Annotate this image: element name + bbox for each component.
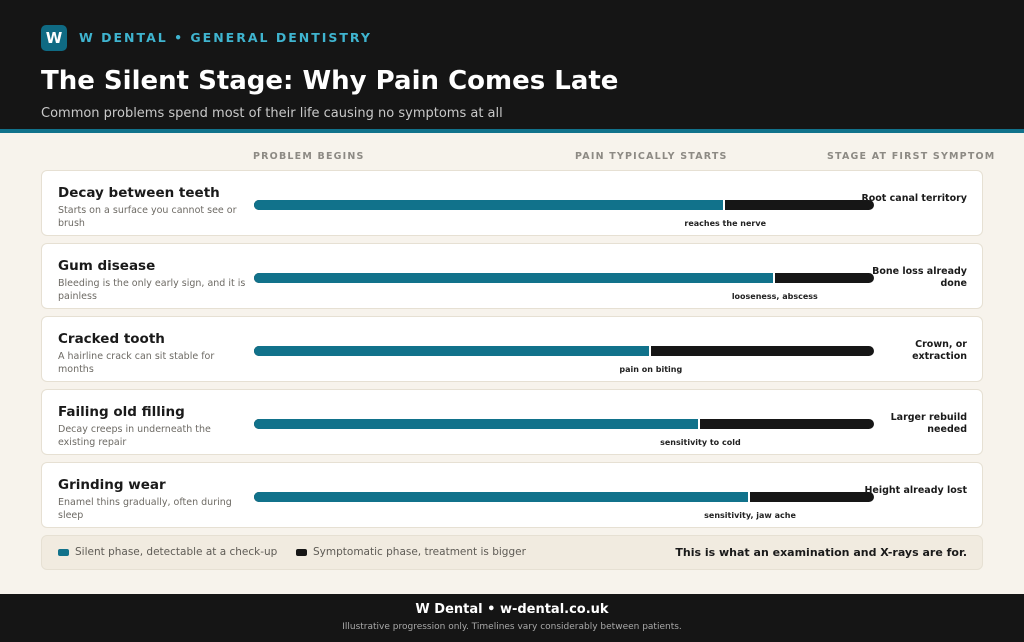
problem-row: Failing old filling Decay creeps in under… — [41, 389, 983, 455]
pain-onset-label: pain on biting — [619, 365, 683, 374]
column-header-stage: STAGE AT FIRST SYMPTOM — [827, 151, 996, 162]
problem-name: Cracked tooth — [58, 331, 165, 347]
pain-onset-label: looseness, abscess — [731, 292, 818, 301]
problem-description: A hairline crack can sit stable for mont… — [58, 351, 215, 375]
stage-at-first-symptom: Larger rebuild needed — [890, 412, 967, 435]
progression-bar — [254, 273, 874, 283]
progression-bar — [254, 492, 874, 502]
problem-description: Bleeding is the only early sign, and it … — [58, 278, 246, 302]
stage-at-first-symptom: Bone loss already done — [872, 266, 967, 289]
problem-row: Decay between teeth Starts on a surface y… — [41, 170, 983, 236]
silent-phase-fill — [254, 492, 750, 502]
progression-bar — [254, 346, 874, 356]
symptomatic-phase-swatch — [296, 549, 307, 556]
problem-row: Grinding wear Enamel thins gradually, oft… — [41, 462, 983, 528]
stage-at-first-symptom: Root canal territory — [861, 193, 967, 204]
problem-list: Decay between teeth Starts on a surface y… — [41, 170, 983, 535]
column-header-begin: PROBLEM BEGINS — [253, 151, 365, 162]
brand-logo: W — [41, 25, 67, 51]
problem-name: Decay between teeth — [58, 185, 220, 201]
problem-row: Gum disease Bleeding is the only early si… — [41, 243, 983, 309]
footer: W Dental • w-dental.co.uk Illustrative p… — [0, 594, 1024, 642]
footer-title: W Dental • w-dental.co.uk — [415, 602, 609, 617]
footer-note: Illustrative progression only. Timelines… — [342, 622, 682, 632]
silent-phase-fill — [254, 200, 726, 210]
problem-row: Cracked tooth A hairline crack can sit st… — [41, 316, 983, 382]
column-header-pain: PAIN TYPICALLY STARTS — [575, 151, 728, 162]
problem-description: Starts on a surface you cannot see or br… — [58, 205, 237, 229]
problem-name: Grinding wear — [58, 477, 166, 493]
problem-description: Enamel thins gradually, often during sle… — [58, 497, 232, 521]
brand-name: W DENTAL • GENERAL DENTISTRY — [79, 30, 372, 45]
page-subtitle: Common problems spend most of their life… — [41, 106, 503, 121]
problem-name: Gum disease — [58, 258, 156, 274]
progression-bar — [254, 200, 874, 210]
header-divider — [0, 129, 1024, 133]
problem-name: Failing old filling — [58, 404, 185, 420]
legend: Silent phase, detectable at a check-up S… — [41, 535, 983, 570]
legend-silent-label: Silent phase, detectable at a check-up — [75, 546, 278, 558]
silent-phase-fill — [254, 346, 651, 356]
problem-description: Decay creeps in underneath the existing … — [58, 424, 211, 448]
silent-phase-swatch — [58, 549, 69, 556]
stage-at-first-symptom: Height already lost — [864, 485, 967, 496]
legend-symptomatic-label: Symptomatic phase, treatment is bigger — [313, 546, 526, 558]
pain-onset-label: sensitivity to cold — [660, 438, 741, 447]
pain-onset-label: sensitivity, jaw ache — [704, 511, 796, 520]
legend-note: This is what an examination and X-rays a… — [675, 546, 967, 559]
header: W W DENTAL • GENERAL DENTISTRY The Silen… — [0, 0, 1024, 129]
pain-onset-label: reaches the nerve — [684, 219, 766, 228]
stage-at-first-symptom: Crown, or extraction — [912, 339, 967, 362]
silent-phase-fill — [254, 273, 775, 283]
page-title: The Silent Stage: Why Pain Comes Late — [41, 66, 619, 96]
silent-phase-fill — [254, 419, 701, 429]
progression-bar — [254, 419, 874, 429]
